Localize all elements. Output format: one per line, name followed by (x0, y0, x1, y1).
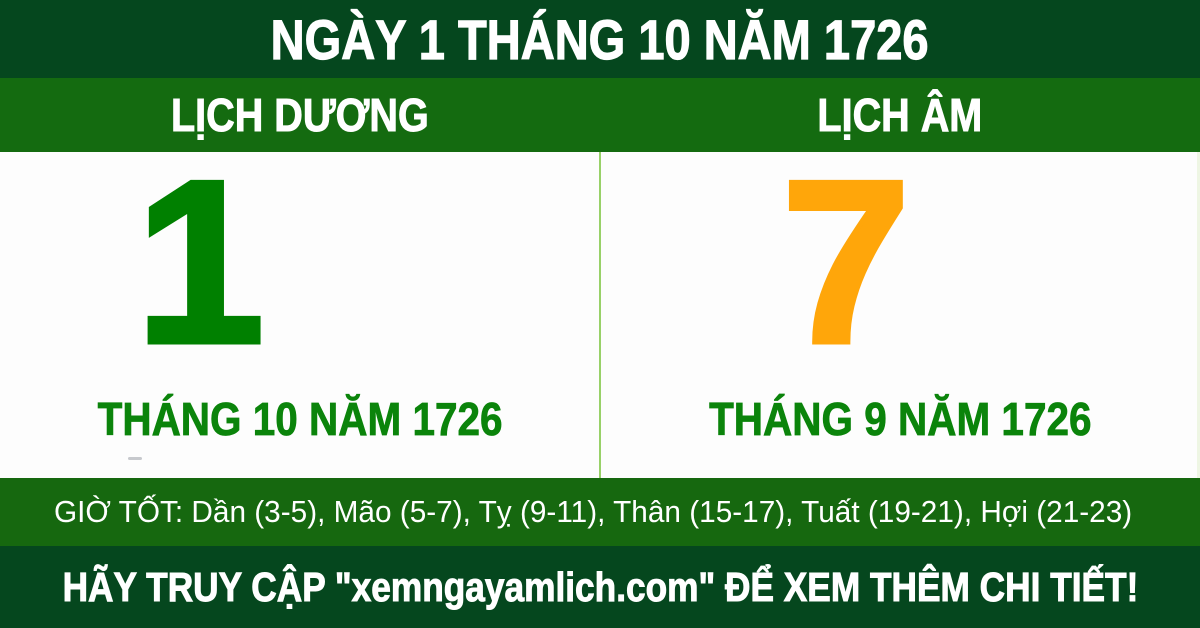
calendar-panels: 1 THÁNG 10 NĂM 1726 7 THÁNG 9 NĂM 1726 (0, 135, 1200, 478)
solar-month-year: THÁNG 10 NĂM 1726 (97, 393, 503, 446)
lunar-header-cell: LỊCH ÂM (600, 78, 1200, 152)
solar-header-cell: LỊCH DƯƠNG (0, 78, 600, 152)
lunar-month-year: THÁNG 9 NĂM 1726 (708, 393, 1092, 446)
footer-message: HÃY TRUY CẬP "xemngayamlich.com" ĐỂ XEM … (62, 563, 1139, 610)
panel-right-edge (1197, 152, 1200, 478)
lunar-calendar-label: LỊCH ÂM (817, 89, 983, 142)
smudge-artifact (128, 457, 142, 460)
lunar-day-number: 7 (779, 133, 913, 392)
title-bar: NGÀY 1 THÁNG 10 NĂM 1726 (0, 0, 1200, 78)
page-title: NGÀY 1 THÁNG 10 NĂM 1726 (271, 7, 930, 71)
solar-calendar-label: LỊCH DƯƠNG (171, 89, 430, 142)
good-hours-text: GIỜ TỐT: Dần (3-5), Mão (5-7), Tỵ (9-11)… (54, 494, 1133, 529)
calendar-header-row: LỊCH DƯƠNG LỊCH ÂM (0, 78, 1200, 152)
lunar-panel: 7 THÁNG 9 NĂM 1726 (600, 135, 1200, 478)
good-hours-bar: GIỜ TỐT: Dần (3-5), Mão (5-7), Tỵ (9-11)… (0, 478, 1200, 546)
solar-day-number: 1 (133, 133, 267, 392)
solar-panel: 1 THÁNG 10 NĂM 1726 (0, 135, 600, 478)
footer-bar: HÃY TRUY CẬP "xemngayamlich.com" ĐỂ XEM … (0, 546, 1200, 628)
panel-divider (599, 152, 601, 478)
